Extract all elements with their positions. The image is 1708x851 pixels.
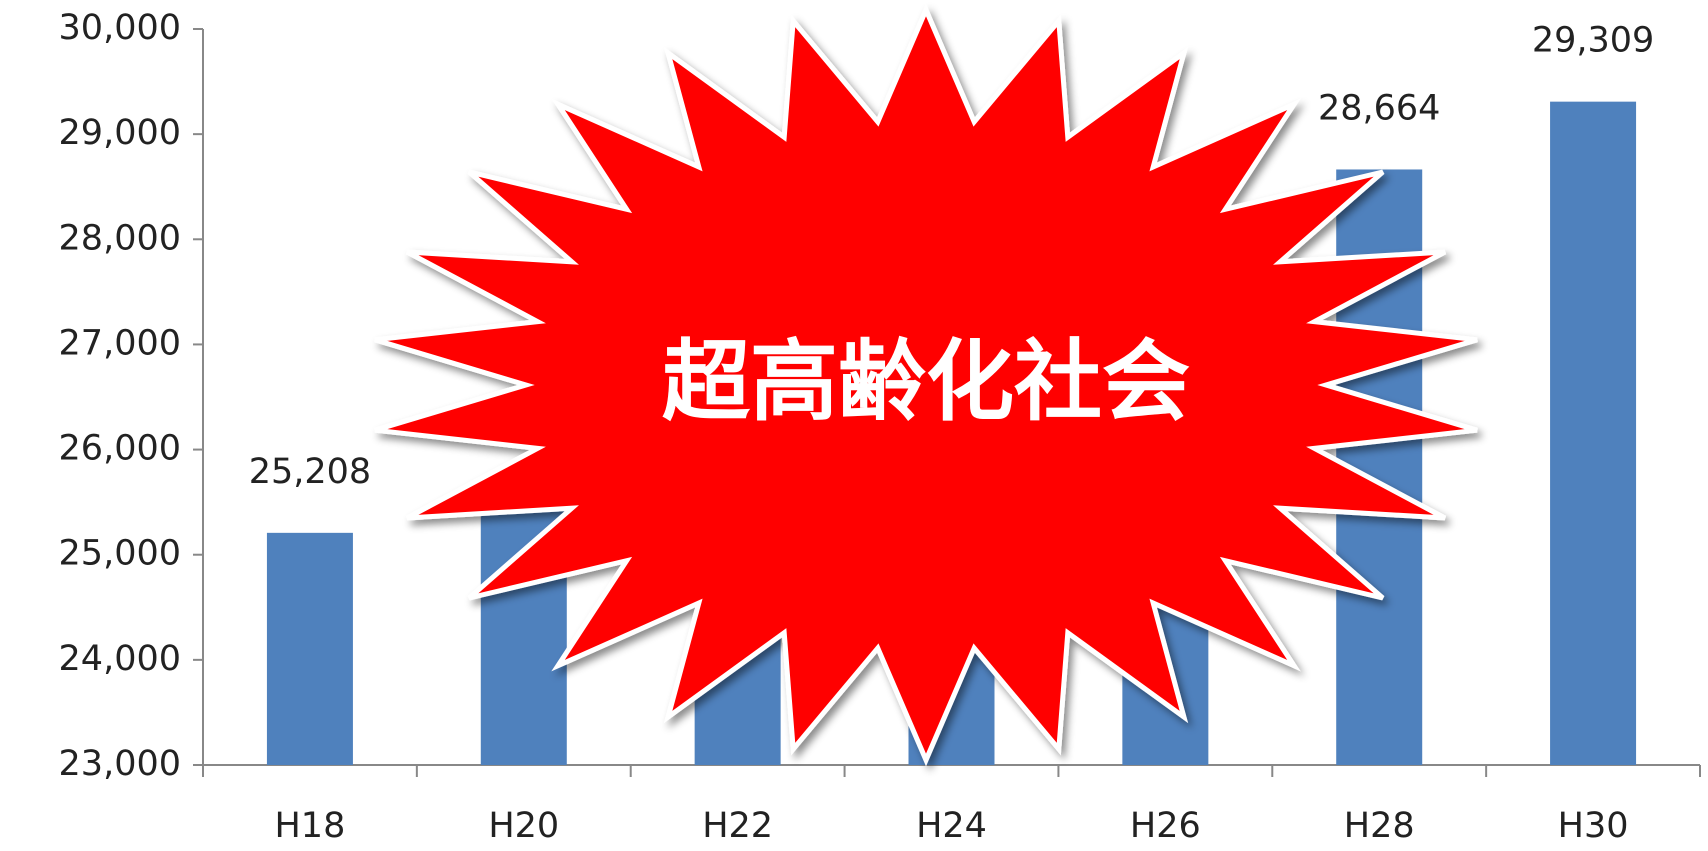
starburst bbox=[374, 3, 1478, 767]
y-tick-label: 23,000 bbox=[59, 744, 181, 784]
x-tick-label: H30 bbox=[1558, 806, 1629, 846]
y-tick-label: 27,000 bbox=[59, 323, 181, 363]
y-tick-label: 25,000 bbox=[59, 534, 181, 574]
bar bbox=[1550, 101, 1637, 766]
x-tick-label: H20 bbox=[488, 806, 559, 846]
y-tick-label: 24,000 bbox=[59, 639, 181, 679]
y-tick-label: 30,000 bbox=[59, 8, 181, 48]
data-label: 25,208 bbox=[249, 452, 371, 492]
y-tick-label: 29,000 bbox=[59, 113, 181, 153]
x-tick-label: H24 bbox=[916, 806, 987, 846]
x-tick-label: H18 bbox=[274, 806, 345, 846]
x-tick-label: H26 bbox=[1130, 806, 1201, 846]
y-tick-label: 28,000 bbox=[59, 218, 181, 258]
y-tick-label: 26,000 bbox=[59, 429, 181, 469]
x-tick-label: H22 bbox=[702, 806, 773, 846]
annotation: 超高齢化社会 bbox=[662, 330, 1190, 433]
bar bbox=[266, 532, 353, 765]
data-label: 29,309 bbox=[1532, 21, 1654, 61]
data-label: 28,664 bbox=[1318, 88, 1440, 128]
x-tick-label: H28 bbox=[1344, 806, 1415, 846]
